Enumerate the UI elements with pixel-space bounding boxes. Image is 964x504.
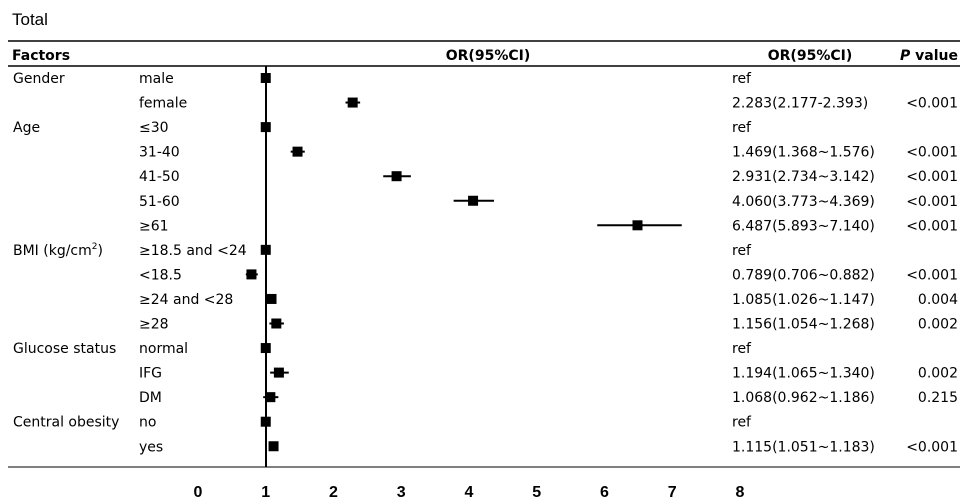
factor-label-tail: ) (98, 243, 103, 259)
level-label: <18.5 (139, 267, 182, 283)
p-value-text: <0.001 (906, 194, 958, 210)
or-marker (260, 416, 271, 427)
or-marker (347, 97, 358, 108)
level-label: ≥28 (139, 317, 169, 333)
x-tick-label: 4 (465, 484, 474, 501)
p-value-text: 0.002 (918, 366, 958, 382)
or-marker (260, 122, 271, 133)
p-value-text: 0.004 (918, 292, 958, 308)
or-ci-text: 6.487(5.893~7.140) (732, 218, 875, 234)
header-plot-label: OR(95%CI) (446, 48, 530, 64)
rows-layer: Gender male ref female 2.283(2.177-2.393) <0.… (13, 71, 958, 455)
level-label: DM (139, 390, 162, 406)
or-ci-text: 1.469(1.368~1.576) (732, 145, 875, 161)
level-label: 51-60 (139, 194, 180, 210)
x-tick-label: 8 (736, 484, 745, 501)
or-ci-text: 2.931(2.734~3.142) (732, 169, 875, 185)
x-tick-label: 1 (261, 484, 270, 501)
or-ci-text: ref (732, 120, 752, 136)
factor-label: Age (13, 120, 40, 136)
or-ci-text: 0.789(0.706~0.882) (732, 267, 875, 283)
x-tick-label: 7 (668, 484, 677, 501)
x-tick-label: 0 (194, 484, 203, 501)
or-marker (292, 146, 303, 157)
x-tick-label: 2 (329, 484, 338, 501)
level-label: ≥24 and <28 (139, 292, 233, 308)
or-ci-text: 1.115(1.051~1.183) (732, 439, 875, 455)
header-p-rest: value (915, 48, 958, 64)
or-marker (468, 195, 479, 206)
or-marker (260, 343, 271, 354)
factor-label: BMI (kg/cm2) (13, 242, 103, 259)
or-marker (273, 367, 284, 378)
or-ci-text: ref (732, 243, 752, 259)
panel-title: Total (12, 10, 48, 29)
level-label: ≥61 (139, 218, 169, 234)
or-marker (632, 220, 643, 231)
or-marker (266, 293, 277, 304)
level-label: IFG (139, 366, 162, 382)
or-marker (391, 171, 402, 182)
level-label: no (139, 415, 156, 431)
level-label: ≤30 (139, 120, 169, 136)
or-ci-text: ref (732, 341, 752, 357)
factor-label: Glucose status (13, 341, 116, 357)
or-ci-text: 1.085(1.026~1.147) (732, 292, 875, 308)
or-marker (268, 441, 279, 452)
p-value-text: 0.002 (918, 317, 958, 333)
factor-label: Gender (13, 71, 65, 87)
or-ci-text: 1.194(1.065~1.340) (732, 366, 875, 382)
p-value-text: <0.001 (906, 96, 958, 112)
or-ci-text: 1.068(0.962~1.186) (732, 390, 875, 406)
header-or-ci: OR(95%CI) (768, 48, 852, 64)
x-tick-label: 3 (397, 484, 406, 501)
p-value-text: <0.001 (906, 218, 958, 234)
header-p-value: P value (900, 48, 958, 64)
x-tick-label: 5 (532, 484, 541, 501)
header-factors: Factors (12, 48, 70, 64)
p-value-text: <0.001 (906, 267, 958, 283)
or-marker (260, 73, 271, 83)
level-label: female (139, 96, 187, 112)
or-marker (246, 269, 257, 280)
p-value-text: <0.001 (906, 439, 958, 455)
or-marker (271, 318, 282, 329)
or-ci-text: 1.156(1.054~1.268) (732, 317, 875, 333)
x-tick-label: 6 (600, 484, 609, 501)
factor-label: Central obesity (13, 415, 119, 431)
p-value-text: <0.001 (906, 169, 958, 185)
x-axis: 0 1 2 3 4 5 6 7 8 (194, 484, 745, 501)
or-ci-text: 4.060(3.773~4.369) (732, 194, 875, 210)
factor-label-superscript: 2 (92, 242, 98, 252)
level-label: 31-40 (139, 145, 180, 161)
level-label: male (139, 71, 174, 87)
level-label: yes (139, 439, 163, 455)
header-p-italic: P (900, 48, 911, 64)
level-label: normal (139, 341, 188, 357)
or-ci-text: ref (732, 415, 752, 431)
p-value-text: <0.001 (906, 145, 958, 161)
level-label: 41-50 (139, 169, 180, 185)
or-ci-text: 2.283(2.177-2.393) (732, 96, 868, 112)
p-value-text: 0.215 (918, 390, 958, 406)
or-marker (260, 244, 271, 255)
or-marker (265, 392, 276, 403)
or-ci-text: ref (732, 71, 752, 87)
level-label: ≥18.5 and <24 (139, 243, 247, 259)
